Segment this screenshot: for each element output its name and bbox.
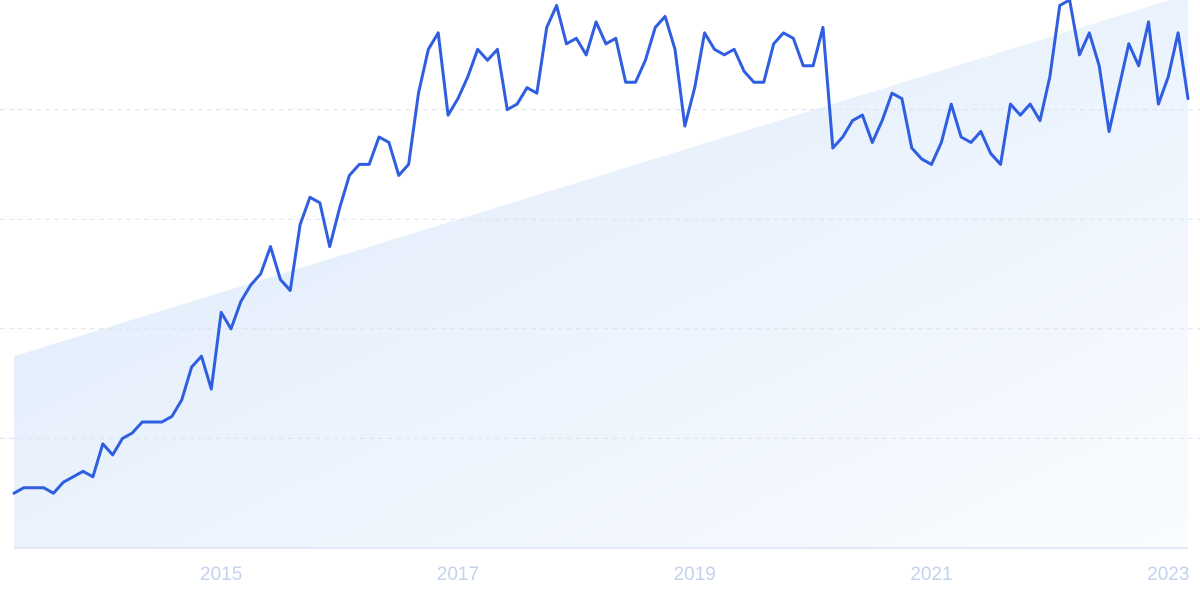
x-tick-label: 2015 (200, 564, 242, 585)
x-tick-label: 2021 (910, 564, 952, 585)
x-tick-label: 2017 (437, 564, 479, 585)
x-tick-label: 2023 (1147, 564, 1189, 585)
x-tick-label: 2019 (674, 564, 716, 585)
trend-line (12, 0, 1190, 495)
trend-area (14, 0, 1188, 548)
